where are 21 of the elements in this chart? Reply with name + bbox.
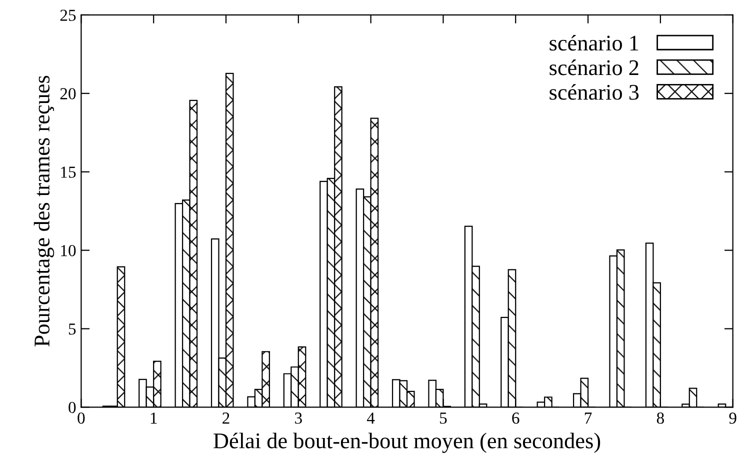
x-tick-label: 1 xyxy=(150,412,157,424)
x-tick-label: 0 xyxy=(78,412,85,424)
x-tick-label: 3 xyxy=(295,412,302,424)
x-tick-label: 5 xyxy=(440,412,447,424)
x-tick-label: 4 xyxy=(366,412,375,424)
y-tick-label: 25 xyxy=(60,10,76,21)
x-axis-title: Délai de bout-en-bout moyen (en secondes) xyxy=(214,432,600,453)
y-tick-label: 5 xyxy=(68,324,76,335)
x-tick-label: 9 xyxy=(729,412,736,424)
y-tick-label: 10 xyxy=(61,244,76,256)
y-tick-label: 15 xyxy=(61,166,76,178)
x-tick-label: 2 xyxy=(222,412,230,424)
legend-label: scénario 1 xyxy=(550,34,638,51)
y-tick-label: 0 xyxy=(68,402,76,414)
legend-label: scénario 2 xyxy=(550,60,638,76)
legend-label: scénario 3 xyxy=(550,84,639,100)
y-tick-label: 20 xyxy=(60,88,76,100)
y-axis-title: Pourcentage des trames reçues xyxy=(34,76,54,346)
x-tick-label: 6 xyxy=(512,412,520,424)
x-tick-label: 8 xyxy=(656,412,664,424)
x-tick-label: 7 xyxy=(584,412,592,424)
